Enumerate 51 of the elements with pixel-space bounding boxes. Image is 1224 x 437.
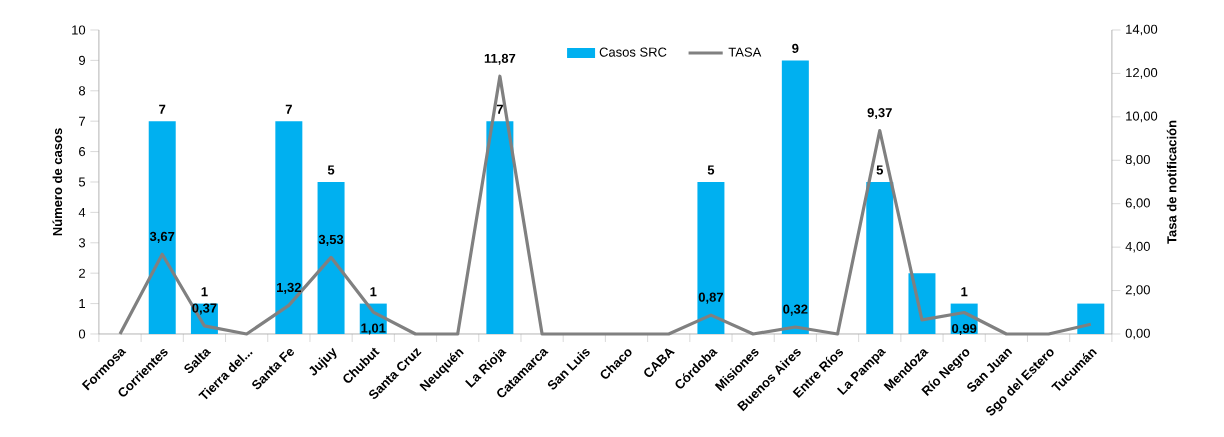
y2-tick-label: 12,00 — [1126, 68, 1158, 79]
y-tick-label: 1 — [79, 299, 85, 309]
bar — [781, 60, 809, 334]
bar — [148, 121, 176, 334]
y2-tick-label: 8,00 — [1125, 154, 1150, 166]
data-label: 0,87 — [698, 292, 723, 304]
y2-tick-label: 14,00 — [1126, 24, 1158, 36]
y-tick-label: 6 — [79, 147, 86, 157]
data-label: 7 — [496, 104, 503, 114]
y-axis-title: Número de casos — [52, 128, 63, 236]
y-tick-label: 3 — [78, 238, 86, 248]
data-label: 1 — [201, 287, 208, 297]
data-label: 7 — [159, 104, 166, 114]
y-tick-label: 10 — [72, 25, 86, 35]
bar — [1077, 303, 1105, 334]
y-tick-label: 2 — [79, 268, 85, 278]
y-tick-label: 8 — [78, 86, 86, 96]
data-label: 5 — [327, 165, 335, 175]
y-tick-label: 5 — [78, 177, 86, 187]
y2-axis-title: Tasa de notificación — [1166, 120, 1177, 244]
data-label: 1,32 — [277, 282, 301, 294]
bar — [486, 121, 514, 334]
data-label: 9,37 — [867, 108, 892, 120]
y-tick-label: 9 — [79, 55, 86, 65]
bar — [317, 181, 345, 334]
bar — [866, 181, 894, 334]
y-tick-label: 7 — [79, 116, 85, 126]
y2-tick-label: 10,00 — [1126, 111, 1158, 123]
data-label: 3,67 — [149, 231, 175, 243]
bar — [275, 121, 303, 334]
y-tick-label: 4 — [78, 207, 86, 217]
data-label: 3,53 — [318, 234, 344, 246]
data-label: 1 — [370, 287, 377, 297]
data-label: 0,32 — [783, 304, 808, 316]
data-label: 0,99 — [952, 323, 977, 335]
y2-tick-label: 6,00 — [1125, 198, 1150, 210]
legend-label: TASA — [728, 47, 762, 57]
data-label: 1,01 — [361, 323, 386, 335]
data-label: 11,87 — [484, 53, 516, 65]
y2-tick-label: 4,00 — [1125, 241, 1150, 253]
bar — [697, 181, 725, 334]
data-label: 1 — [961, 287, 968, 297]
y2-tick-label: 0,00 — [1125, 328, 1150, 340]
data-label: 5 — [876, 165, 884, 175]
y-tick-label: 0 — [78, 329, 86, 339]
y2-tick-label: 2,00 — [1125, 285, 1150, 296]
legend-label: Casos SRC — [599, 47, 667, 57]
data-label: 7 — [285, 104, 292, 114]
data-label: 0,37 — [192, 303, 217, 315]
data-label: 9 — [792, 43, 799, 53]
data-label: 5 — [707, 165, 715, 175]
